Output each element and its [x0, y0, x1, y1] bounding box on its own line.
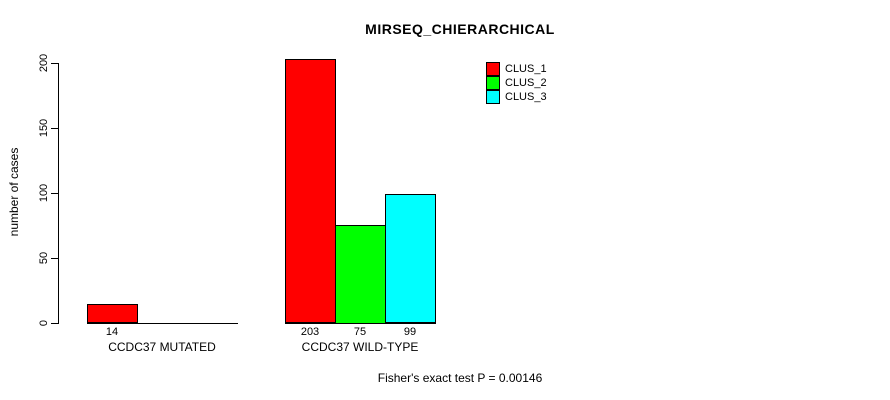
y-tick-label: 100 [38, 183, 50, 202]
legend-row: CLUS_3 [486, 90, 547, 104]
y-tick-label: 50 [38, 251, 50, 264]
y-tick-mark [51, 322, 58, 324]
legend: CLUS_1 CLUS_2 CLUS_3 [486, 62, 547, 104]
y-tick-label: 150 [38, 118, 50, 138]
bar-clus_1 [285, 59, 336, 324]
bar-clus_3 [385, 194, 436, 324]
y-axis-title: number of cases [7, 147, 21, 237]
legend-swatch-clus_1 [486, 62, 500, 76]
y-tick-mark [51, 63, 58, 64]
y-axis-line [58, 63, 59, 324]
y-tick-mark [51, 127, 58, 129]
legend-row: CLUS_2 [486, 76, 547, 90]
legend-swatch-clus_2 [486, 76, 500, 90]
y-tick-mark [51, 192, 58, 194]
annotation-text: Fisher's exact test P = 0.00146 [377, 371, 543, 385]
chart-title: MIRSEQ_CHIERARCHICAL [365, 21, 555, 37]
x-category-label: CCDC37 WILD-TYPE [301, 340, 419, 354]
group-baseline [87, 322, 238, 324]
y-tick-mark [51, 257, 58, 259]
bar-value-label: 75 [353, 326, 367, 338]
x-category-label: CCDC37 MUTATED [108, 340, 216, 354]
bar-clus_2 [335, 225, 386, 324]
legend-label: CLUS_2 [505, 77, 547, 89]
bar-value-label: 99 [403, 326, 417, 338]
bar-value-label: 203 [300, 326, 320, 338]
y-tick-label: 200 [38, 53, 50, 73]
y-tick-label: 0 [38, 319, 50, 326]
bar-value-label: 14 [105, 326, 119, 338]
legend-swatch-clus_3 [486, 90, 500, 104]
legend-label: CLUS_1 [505, 63, 547, 75]
legend-label: CLUS_3 [505, 91, 547, 103]
legend-row: CLUS_1 [486, 62, 547, 76]
bar-clus_1 [87, 304, 138, 324]
